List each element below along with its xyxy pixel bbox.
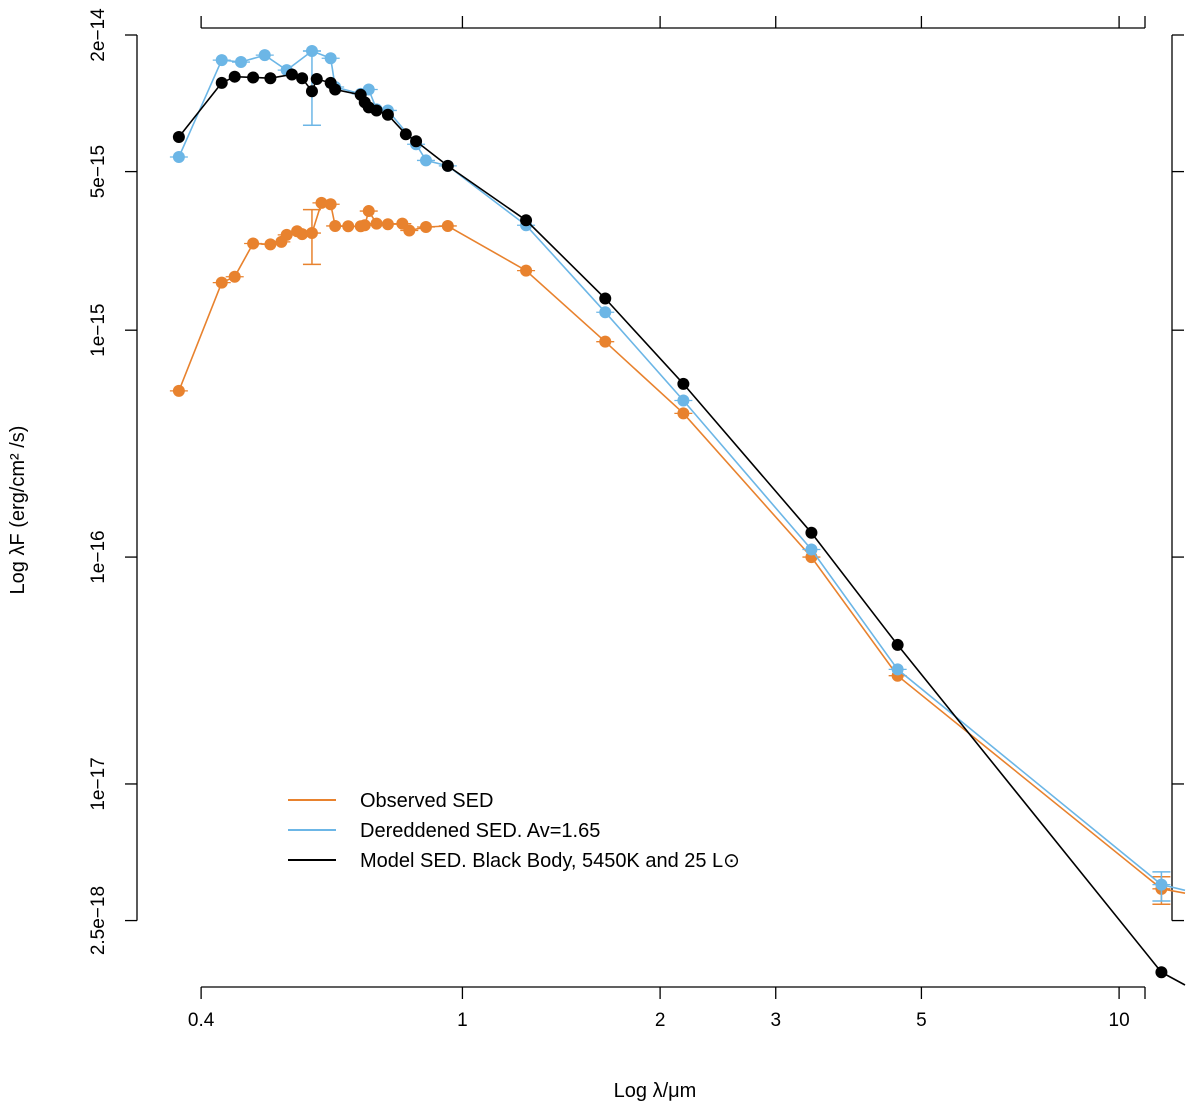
- data-point-observed: [358, 219, 371, 232]
- left-axis: [125, 34, 138, 922]
- data-point-observed: [419, 220, 432, 233]
- series-line-model: [178, 73, 1186, 986]
- data-point-model: [172, 131, 185, 144]
- data-point-observed: [315, 196, 328, 209]
- data-point-dereddened: [599, 306, 612, 319]
- series-layer: [169, 45, 1186, 986]
- data-point-model: [296, 72, 309, 85]
- y-tick-label: 2.5e−18: [88, 886, 109, 955]
- data-point-dereddened: [891, 663, 904, 676]
- x-tick-label: 0.4: [188, 1010, 215, 1031]
- data-point-observed: [296, 228, 309, 241]
- data-point-observed: [280, 228, 293, 241]
- x-tick-label: 1: [457, 1010, 468, 1031]
- top-axis: [200, 16, 1146, 29]
- data-point-observed: [247, 237, 260, 250]
- y-tick-label: 1e−15: [88, 304, 109, 357]
- data-point-observed: [172, 384, 185, 397]
- data-point-model: [264, 72, 277, 85]
- data-point-observed: [342, 220, 355, 233]
- data-point-model: [520, 214, 533, 227]
- data-point-dereddened: [258, 49, 271, 62]
- x-tick-label: 3: [770, 1010, 781, 1031]
- data-point-observed: [370, 217, 383, 230]
- data-point-observed: [305, 227, 318, 240]
- y-tick-label: 2e−14: [88, 8, 109, 62]
- data-point-dereddened: [172, 150, 185, 163]
- data-point-dereddened: [677, 394, 690, 407]
- legend-label-observed: Observed SED: [360, 790, 493, 812]
- data-point-observed: [329, 219, 342, 232]
- data-point-dereddened: [805, 543, 818, 556]
- data-point-observed: [228, 270, 241, 283]
- data-point-model: [247, 71, 260, 84]
- data-point-model: [215, 76, 228, 89]
- bottom-axis: [200, 986, 1146, 999]
- x-tick-label: 10: [1109, 1010, 1130, 1031]
- data-point-model: [441, 159, 454, 172]
- data-point-model: [310, 72, 323, 85]
- legend-label-dereddened: Dereddened SED. Av=1.65: [360, 820, 600, 842]
- series-line-dereddened: [178, 50, 1186, 892]
- data-point-dereddened: [324, 52, 337, 65]
- x-tick-labels: 0.4 1 2 3 5 10: [188, 1010, 1130, 1031]
- data-point-model: [370, 104, 383, 117]
- y-tick-labels: 2e−14 5e−15 1e−15 1e−16 1e−17 2.5e−18: [88, 8, 109, 955]
- series-model: [172, 68, 1186, 986]
- data-point-observed: [264, 238, 277, 251]
- data-point-model: [1155, 966, 1168, 979]
- right-axis: [1171, 34, 1184, 922]
- y-tick-label: 1e−16: [88, 530, 109, 583]
- legend: Observed SED Dereddened SED. Av=1.65 Mod…: [288, 790, 740, 872]
- data-point-model: [599, 292, 612, 305]
- y-tick-label: 5e−15: [88, 145, 109, 198]
- series-line-observed: [178, 202, 1186, 894]
- data-point-model: [228, 70, 241, 83]
- y-axis-title: Log λF (erg/cm² /s): [7, 426, 29, 595]
- data-point-model: [410, 135, 423, 148]
- data-point-observed: [362, 205, 375, 218]
- data-point-observed: [403, 224, 416, 237]
- data-point-dereddened: [1155, 878, 1168, 891]
- data-point-model: [285, 68, 298, 81]
- data-point-model: [329, 83, 342, 96]
- x-tick-label: 2: [655, 1010, 666, 1031]
- data-point-model: [381, 108, 394, 121]
- x-tick-label: 5: [916, 1010, 927, 1031]
- data-point-observed: [381, 218, 394, 231]
- data-point-observed: [215, 276, 228, 289]
- data-point-observed: [441, 219, 454, 232]
- data-point-model: [399, 128, 412, 141]
- data-point-dereddened: [305, 45, 318, 58]
- data-point-model: [805, 526, 818, 539]
- legend-label-model: Model SED. Black Body, 5450K and 25 L⊙: [360, 850, 740, 872]
- data-point-observed: [677, 407, 690, 420]
- series-dereddened: [169, 45, 1186, 902]
- data-point-observed: [599, 335, 612, 348]
- data-point-observed: [520, 264, 533, 277]
- data-point-dereddened: [419, 154, 432, 167]
- series-observed: [169, 196, 1186, 906]
- data-point-dereddened: [215, 54, 228, 67]
- data-point-observed: [324, 198, 337, 211]
- x-axis-title: Log λ/μm: [614, 1080, 697, 1102]
- data-point-dereddened: [234, 56, 247, 69]
- data-point-model: [305, 85, 318, 98]
- y-tick-label: 1e−17: [88, 757, 109, 810]
- data-point-model: [891, 638, 904, 651]
- data-point-model: [677, 377, 690, 390]
